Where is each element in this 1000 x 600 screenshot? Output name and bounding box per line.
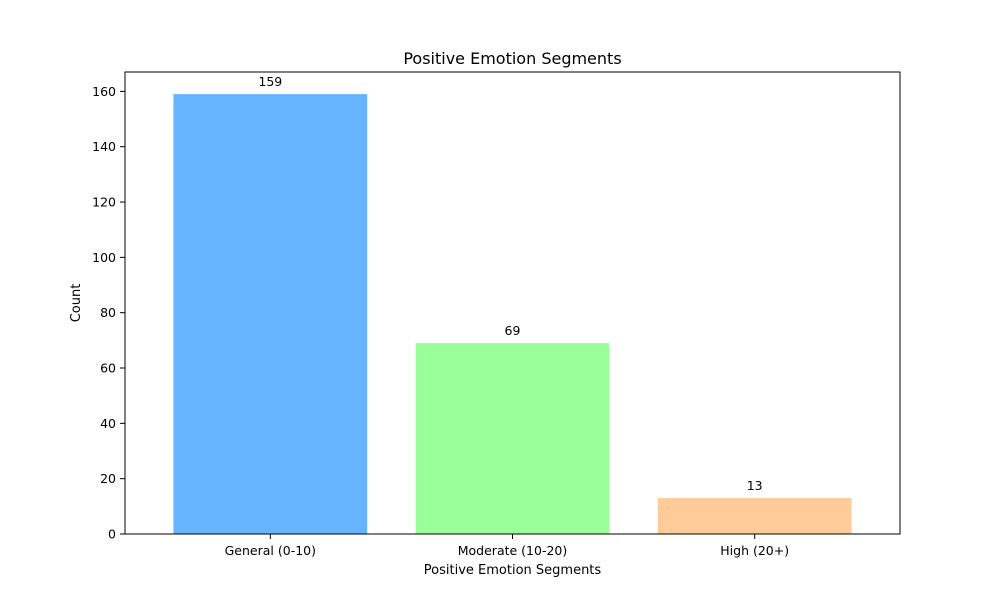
y-tick-label: 0 — [108, 527, 116, 542]
y-tick-label: 140 — [92, 139, 116, 154]
bar — [657, 498, 852, 534]
bars-layer: 159 69 13 — [173, 74, 852, 534]
y-tick-label: 120 — [92, 195, 116, 210]
y-tick-label: 40 — [100, 416, 116, 431]
x-axis-label: Positive Emotion Segments — [424, 563, 602, 578]
y-tick-label: 100 — [92, 250, 116, 265]
y-axis-label: Count — [69, 284, 84, 323]
bar — [173, 94, 368, 534]
chart-title: Positive Emotion Segments — [403, 49, 621, 68]
data-label: 159 — [258, 74, 282, 89]
data-label: 69 — [505, 323, 521, 338]
x-tick-label: General (0-10) — [225, 543, 316, 558]
data-label: 13 — [747, 478, 763, 493]
y-tick-label: 20 — [100, 471, 116, 486]
x-axis: General (0-10) Moderate (10-20) High (20+) — [225, 534, 789, 558]
y-tick-label: 60 — [100, 361, 116, 376]
x-tick-label: Moderate (10-20) — [458, 543, 568, 558]
y-tick-label: 160 — [92, 84, 116, 99]
y-tick-label: 80 — [100, 305, 116, 320]
y-axis: 0 20 40 60 80 100 120 140 160 — [92, 84, 125, 542]
x-tick-label: High (20+) — [720, 543, 789, 558]
bar — [415, 343, 610, 534]
